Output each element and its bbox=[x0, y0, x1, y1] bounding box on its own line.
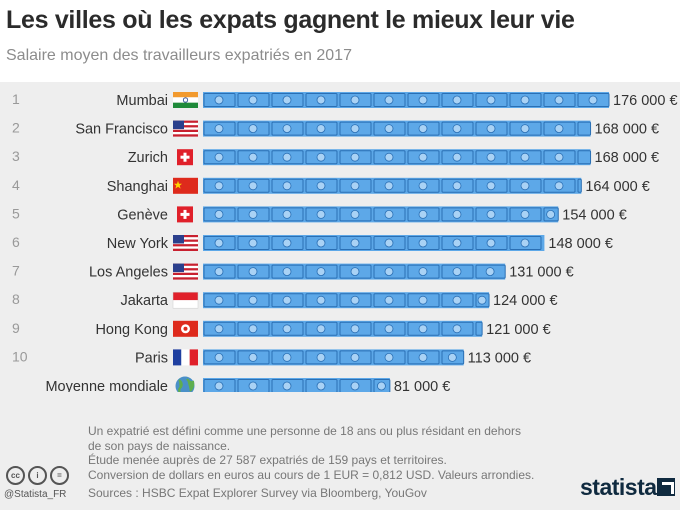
bar bbox=[203, 235, 545, 251]
footnote-line: Étude menée auprès de 27 587 expatriés d… bbox=[88, 453, 447, 467]
bar-row: Moyenne mondiale 81 000 € bbox=[45, 376, 450, 392]
bar-row: 5 Genève 154 000 € bbox=[12, 205, 627, 223]
flag-icon bbox=[177, 206, 193, 223]
statista-logo[interactable]: statista bbox=[580, 474, 657, 500]
category-label: Los Angeles bbox=[89, 265, 168, 281]
bar-row: 9 Hong Kong 121 000 € bbox=[12, 320, 551, 338]
bar-row: 6 New York 148 000 € bbox=[12, 234, 613, 252]
bar bbox=[203, 177, 582, 194]
bar bbox=[203, 120, 592, 137]
globe-icon bbox=[175, 376, 195, 392]
category-label: New York bbox=[107, 236, 169, 252]
category-label: Jakarta bbox=[120, 293, 168, 309]
bar-chart: 1 Mumbai 176 000 €2 San Francisco 168 000 €3… bbox=[12, 91, 678, 392]
bar bbox=[203, 320, 483, 337]
value-label: 154 000 € bbox=[562, 207, 627, 223]
bar-row: 7 Los Angeles 131 000 € bbox=[12, 263, 574, 281]
category-label: Moyenne mondiale bbox=[45, 379, 168, 392]
bar-row: 8 Jakarta 124 000 € bbox=[12, 291, 558, 309]
category-label: Mumbai bbox=[116, 93, 168, 109]
twitter-handle[interactable]: @Statista_FR bbox=[4, 489, 67, 500]
bar bbox=[203, 149, 592, 166]
category-label: Shanghai bbox=[107, 179, 168, 195]
flag-icon bbox=[173, 120, 198, 137]
value-label: 81 000 € bbox=[394, 379, 450, 392]
rank-label: 5 bbox=[12, 205, 20, 221]
rank-label: 7 bbox=[12, 263, 20, 279]
value-label: 124 000 € bbox=[493, 293, 558, 309]
chart-title: Les villes où les expats gagnent le mieu… bbox=[6, 6, 575, 34]
category-label: Genève bbox=[117, 207, 168, 223]
value-label: 176 000 € bbox=[613, 93, 678, 109]
footnote-line: Un expatrié est défini comme une personn… bbox=[88, 424, 521, 438]
footnote: Un expatrié est défini comme une personn… bbox=[88, 424, 558, 482]
rank-label: 10 bbox=[12, 348, 28, 364]
bar bbox=[203, 263, 506, 280]
license-icons: cc i = bbox=[6, 466, 69, 485]
flag-icon bbox=[173, 349, 198, 366]
flag-icon bbox=[173, 263, 198, 280]
rank-label: 9 bbox=[12, 320, 20, 336]
chart-subtitle: Salaire moyen des travailleurs expatriés… bbox=[6, 47, 352, 64]
category-label: Zurich bbox=[128, 150, 168, 166]
flag-icon bbox=[172, 291, 199, 309]
bar bbox=[203, 378, 391, 392]
flag-icon bbox=[177, 149, 193, 166]
flag-icon bbox=[173, 235, 198, 251]
category-label: Hong Kong bbox=[95, 322, 168, 338]
statista-logo-mark bbox=[657, 478, 675, 496]
value-label: 113 000 € bbox=[468, 350, 531, 366]
sources: Sources : HSBC Expat Explorer Survey via… bbox=[88, 486, 427, 500]
person-icon: i bbox=[28, 466, 47, 485]
value-label: 168 000 € bbox=[595, 150, 660, 166]
rank-label: 4 bbox=[12, 177, 20, 193]
flag-icon bbox=[173, 177, 198, 194]
footnote-line: Conversion de dollars en euros au cours … bbox=[88, 467, 535, 482]
flag-icon bbox=[173, 92, 198, 108]
rank-label: 3 bbox=[12, 148, 20, 164]
bar-row: 1 Mumbai 176 000 € bbox=[12, 91, 678, 109]
value-label: 164 000 € bbox=[585, 179, 650, 195]
cc-icon: cc bbox=[6, 466, 25, 485]
value-label: 121 000 € bbox=[486, 322, 551, 338]
equals-icon: = bbox=[50, 466, 69, 485]
rank-label: 8 bbox=[12, 291, 20, 307]
value-label: 168 000 € bbox=[595, 122, 660, 138]
category-label: San Francisco bbox=[75, 122, 168, 138]
bar-row: 10 Paris 113 000 € bbox=[12, 348, 531, 366]
value-label: 131 000 € bbox=[509, 265, 574, 281]
bar bbox=[203, 92, 610, 108]
rank-label: 6 bbox=[12, 234, 20, 250]
bar bbox=[203, 206, 559, 223]
bar bbox=[203, 349, 465, 366]
category-label: Paris bbox=[135, 350, 168, 366]
rank-label: 1 bbox=[12, 91, 20, 107]
bar-row: 2 San Francisco 168 000 € bbox=[12, 120, 659, 138]
flag-icon bbox=[173, 320, 198, 337]
bar-row: 4 Shanghai 164 000 € bbox=[12, 177, 650, 195]
value-label: 148 000 € bbox=[548, 236, 613, 252]
footnote-line: de son pays de naissance. bbox=[88, 438, 231, 453]
bar bbox=[203, 292, 490, 309]
rank-label: 2 bbox=[12, 120, 20, 136]
bar-row: 3 Zurich 168 000 € bbox=[12, 148, 659, 166]
